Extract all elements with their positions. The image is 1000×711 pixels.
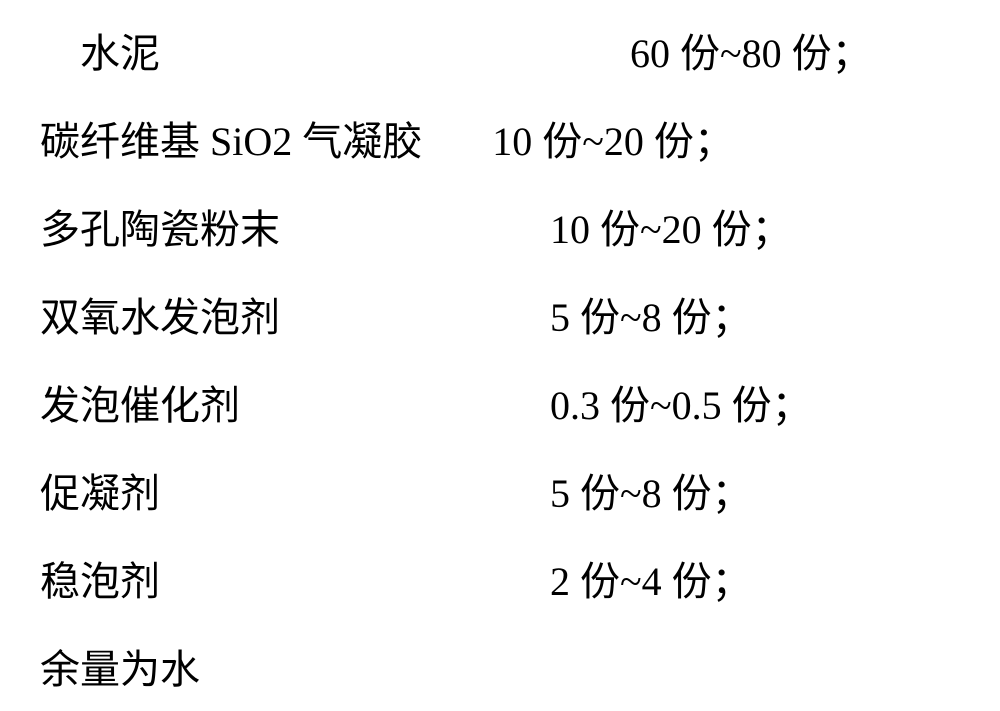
ingredient-value: 10 份~20 份； xyxy=(550,206,792,254)
ingredient-value: 5 份~8 份； xyxy=(550,294,752,342)
ingredient-label: 稳泡剂 xyxy=(40,558,160,606)
ingredient-label: 双氧水发泡剂 xyxy=(40,294,280,342)
table-row: 碳纤维基 SiO2 气凝胶 10 份~20 份； xyxy=(40,118,960,166)
ingredient-value: 0.3 份~0.5 份； xyxy=(550,382,812,430)
table-row: 发泡催化剂 0.3 份~0.5 份； xyxy=(40,382,960,430)
table-row: 稳泡剂 2 份~4 份； xyxy=(40,558,960,606)
table-row: 促凝剂 5 份~8 份； xyxy=(40,470,960,518)
table-row: 水泥 60 份~80 份； xyxy=(40,30,960,78)
ingredient-value: 5 份~8 份； xyxy=(550,470,752,518)
ingredient-label: 多孔陶瓷粉末 xyxy=(40,206,280,254)
table-row: 余量为水 xyxy=(40,646,960,694)
ingredient-label: 水泥 xyxy=(80,30,160,78)
ingredient-label: 发泡催化剂 xyxy=(40,382,240,430)
ingredient-value: 60 份~80 份； xyxy=(630,30,872,78)
ingredient-label: 促凝剂 xyxy=(40,470,160,518)
ingredient-value: 2 份~4 份； xyxy=(550,558,752,606)
ingredient-label: 碳纤维基 SiO2 气凝胶 xyxy=(40,118,422,166)
ingredient-value: 10 份~20 份； xyxy=(492,118,734,166)
table-row: 多孔陶瓷粉末 10 份~20 份； xyxy=(40,206,960,254)
table-row: 双氧水发泡剂 5 份~8 份； xyxy=(40,294,960,342)
ingredient-label: 余量为水 xyxy=(40,646,200,694)
ingredient-list: 水泥 60 份~80 份； 碳纤维基 SiO2 气凝胶 10 份~20 份； 多… xyxy=(40,30,960,694)
